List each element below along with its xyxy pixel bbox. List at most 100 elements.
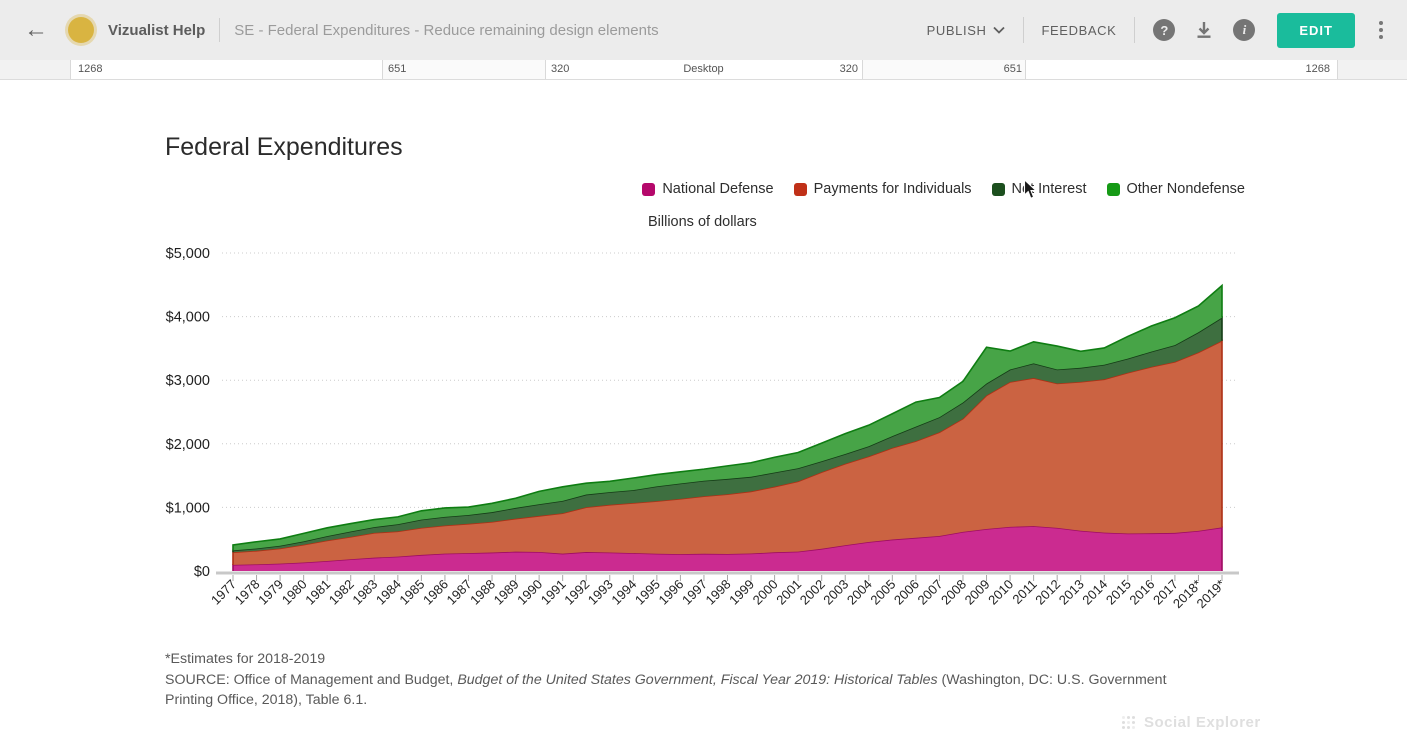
document-title: SE - Federal Expenditures - Reduce remai… bbox=[234, 21, 659, 39]
unit-label: Billions of dollars bbox=[648, 214, 757, 230]
source-prefix: SOURCE: Office of Management and Budget, bbox=[165, 671, 458, 688]
footnote: *Estimates for 2018-2019 SOURCE: Office … bbox=[165, 649, 1213, 711]
x-axis-tick-label: 1977 bbox=[208, 577, 239, 608]
x-axis-tick-label: 2016 bbox=[1126, 577, 1157, 608]
x-axis-tick-label: 1993 bbox=[585, 577, 616, 608]
x-axis-tick-label: 1994 bbox=[608, 577, 639, 608]
x-axis-tick-label: 1990 bbox=[514, 577, 545, 608]
x-axis-tick-label: 1989 bbox=[491, 577, 522, 608]
ruler-label-320-right: 320 bbox=[839, 63, 858, 75]
watermark-label: Social Explorer bbox=[1144, 714, 1261, 731]
x-axis-tick-label: 1980 bbox=[279, 577, 310, 608]
legend-label: Other Nondefense bbox=[1126, 181, 1246, 197]
x-axis-tick-label: 2001 bbox=[773, 577, 804, 608]
x-axis-tick-label: 1992 bbox=[561, 577, 592, 608]
x-axis-tick-label: 1985 bbox=[396, 577, 427, 608]
x-axis-tick-label: 2000 bbox=[750, 577, 781, 608]
toolbar-divider bbox=[1134, 17, 1136, 43]
legend-label: Payments for Individuals bbox=[813, 181, 972, 197]
x-axis-tick-label: 1996 bbox=[655, 577, 686, 608]
ruler-label-1268-left: 1268 bbox=[78, 63, 103, 75]
x-axis-tick-label: 2010 bbox=[985, 577, 1016, 608]
publish-label: PUBLISH bbox=[926, 22, 987, 38]
ruler-segment bbox=[1337, 60, 1407, 79]
source-suffix: (Washington, DC: U.S. Government Printin… bbox=[165, 671, 1167, 709]
help-icon[interactable]: ? bbox=[1153, 19, 1176, 41]
x-axis-tick-label: 2004 bbox=[844, 577, 875, 608]
feedback-label: FEEDBACK bbox=[1041, 22, 1117, 38]
y-axis-tick-label: $4,000 bbox=[166, 310, 210, 326]
legend-swatch-icon bbox=[793, 182, 807, 196]
x-axis-tick-label: 1981 bbox=[302, 577, 333, 608]
chevron-down-icon bbox=[992, 26, 1005, 34]
x-axis-tick-label: 1997 bbox=[679, 577, 710, 608]
x-axis-tick-label: 2007 bbox=[914, 577, 945, 608]
x-axis-tick-label: 1999 bbox=[726, 577, 757, 608]
area-national-defense[interactable] bbox=[233, 526, 1222, 571]
ruler-segment bbox=[382, 60, 545, 79]
legend-label: National Defense bbox=[662, 181, 774, 197]
feedback-button[interactable]: FEEDBACK bbox=[1042, 23, 1117, 38]
edit-button[interactable]: EDIT bbox=[1277, 12, 1355, 48]
footnote-source: SOURCE: Office of Management and Budget,… bbox=[165, 670, 1213, 711]
x-axis-tick-label: 2013 bbox=[1056, 577, 1087, 608]
x-axis-tick-label: 1988 bbox=[467, 577, 498, 608]
legend-swatch-icon bbox=[1106, 182, 1120, 196]
social-explorer-watermark: Social Explorer bbox=[1122, 714, 1261, 731]
source-italic: Budget of the United States Government, … bbox=[457, 671, 938, 688]
x-axis-tick-label: 2015 bbox=[1103, 577, 1134, 608]
x-axis-tick-label: 2008 bbox=[938, 577, 969, 608]
download-icon[interactable] bbox=[1193, 19, 1215, 41]
chart-title: Federal Expenditures bbox=[165, 133, 403, 161]
toolbar-left-group: ← Vizualist Help SE - Federal Expenditur… bbox=[24, 17, 659, 43]
ruler-label-desktop: Desktop bbox=[683, 63, 724, 75]
info-icon[interactable]: i bbox=[1233, 19, 1256, 41]
chart-legend: National Defense Payments for Individuals… bbox=[642, 181, 1245, 197]
vizualist-logo-icon[interactable] bbox=[68, 17, 94, 43]
footnote-estimates: *Estimates for 2018-2019 bbox=[165, 651, 326, 667]
publish-button[interactable]: PUBLISH bbox=[927, 23, 1005, 38]
area-payments-for-individuals[interactable] bbox=[233, 340, 1222, 565]
area-outline bbox=[232, 339, 1223, 565]
ruler-label-1268-right: 1268 bbox=[1305, 63, 1330, 75]
x-axis-tick-label: 2012 bbox=[1032, 577, 1063, 608]
x-axis-tick-label: 1991 bbox=[538, 577, 569, 608]
area-outline bbox=[232, 283, 1223, 551]
x-axis-tick-label: 1984 bbox=[373, 577, 404, 608]
y-axis-tick-label: $2,000 bbox=[166, 437, 210, 453]
legend-swatch-icon bbox=[991, 182, 1005, 196]
toolbar-divider bbox=[1022, 17, 1024, 43]
legend-item[interactable]: National Defense bbox=[642, 181, 774, 197]
x-axis-tick-label: 1982 bbox=[326, 577, 357, 608]
ruler-segment bbox=[862, 60, 1025, 79]
x-axis-tick-label: 1987 bbox=[444, 577, 475, 608]
ruler-label-320-left: 320 bbox=[551, 63, 570, 75]
x-axis-tick-label: 2006 bbox=[891, 577, 922, 608]
x-axis-tick-label: 1995 bbox=[632, 577, 663, 608]
x-axis-tick-label: 2003 bbox=[820, 577, 851, 608]
x-axis-tick-label: 2002 bbox=[797, 577, 828, 608]
app-name: Vizualist Help bbox=[108, 21, 206, 39]
x-axis-tick-label: 1983 bbox=[349, 577, 380, 608]
mouse-cursor bbox=[1023, 179, 1038, 200]
more-options-icon[interactable] bbox=[1373, 17, 1389, 43]
back-arrow-icon[interactable]: ← bbox=[24, 16, 48, 43]
title-separator bbox=[219, 18, 221, 42]
x-axis-tick-label: 2014 bbox=[1079, 577, 1110, 608]
legend-item[interactable]: Other Nondefense bbox=[1106, 181, 1246, 197]
legend-item[interactable]: Net Interest bbox=[991, 181, 1087, 197]
x-axis-tick-label: 2011 bbox=[1009, 577, 1039, 607]
x-axis-tick-label: 1979 bbox=[255, 577, 286, 608]
stacked-area-chart[interactable]: $0 $1,000 $2,000 $3,000 $4,000 $5,000 19771978… bbox=[128, 236, 1253, 636]
y-axis-tick-label: $0 bbox=[194, 564, 210, 580]
x-axis-tick-label: 1986 bbox=[420, 577, 451, 608]
x-axis-tick-label: 1998 bbox=[703, 577, 734, 608]
y-axis-tick-label: $3,000 bbox=[166, 373, 210, 389]
legend-item[interactable]: Payments for Individuals bbox=[793, 181, 972, 197]
ruler-label-651-right: 651 bbox=[1003, 63, 1022, 75]
ruler-label-651-left: 651 bbox=[388, 63, 407, 75]
x-axis-tick-label: 2009 bbox=[962, 577, 993, 608]
y-axis-tick-label: $5,000 bbox=[166, 246, 210, 262]
breakpoint-ruler[interactable]: 1268 651 320 Desktop 320 651 1268 bbox=[0, 60, 1407, 80]
